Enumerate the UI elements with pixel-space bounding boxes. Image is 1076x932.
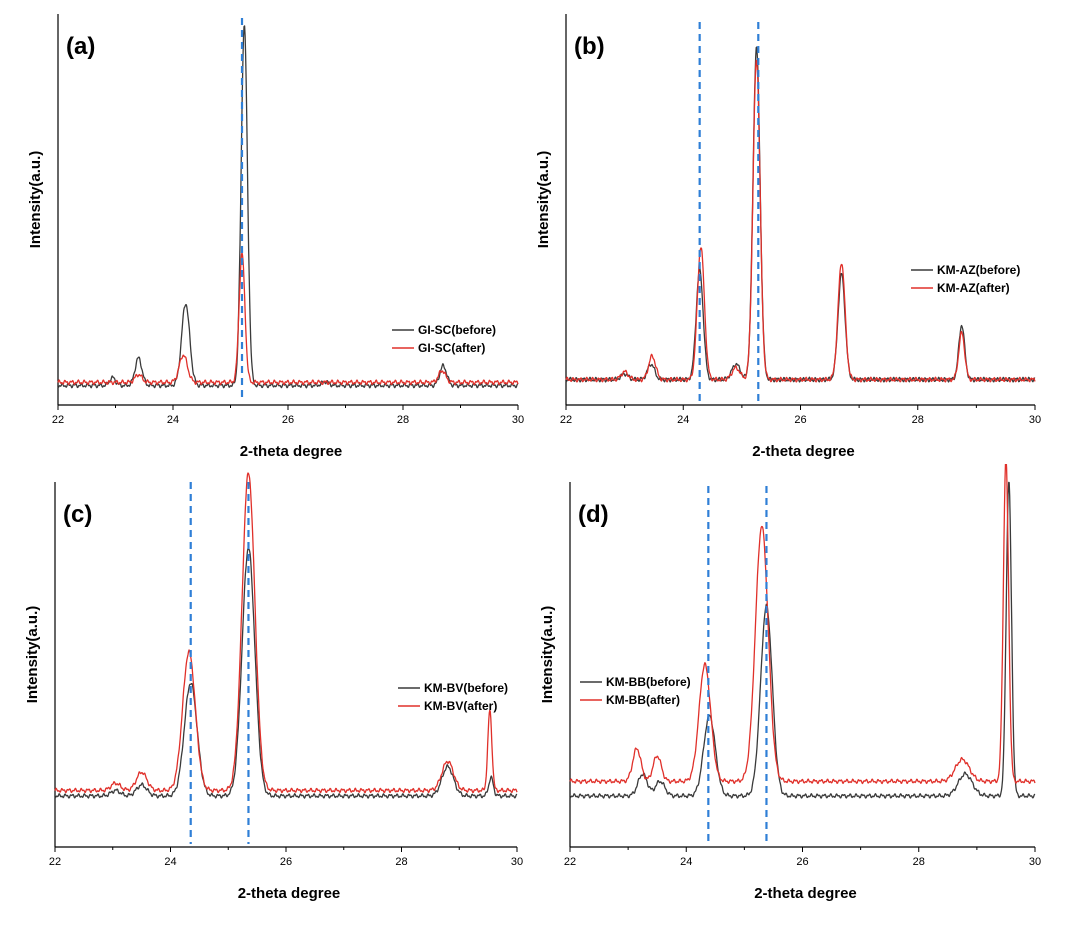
x-tick-label: 30: [511, 856, 523, 868]
x-tick-label: 26: [280, 856, 292, 868]
panel-b: 22 24 26 28 30 2-theta degree Intensity(a.u.) (…: [508, 0, 1046, 468]
x-tick-label: 28: [395, 856, 407, 868]
series-line-after: [565, 59, 1036, 383]
series-line-before: [565, 46, 1036, 383]
legend-label-after: KM-AZ(after): [937, 281, 1010, 295]
series-line-after: [57, 252, 519, 386]
y-axis-title: Intensity(a.u.): [535, 151, 552, 249]
legend-label-after: KM-BB(after): [606, 693, 680, 707]
panel-d: 22 24 26 28 30 2-theta degree Intensity(a.u.) (…: [508, 457, 1046, 927]
panel-label: (c): [63, 501, 92, 528]
x-tick-label: 22: [52, 414, 64, 426]
series-line-before: [569, 481, 1036, 799]
panel-label: (a): [66, 33, 95, 60]
x-tick-label: 24: [164, 856, 176, 868]
panel-a: 22 24 26 28 30 2-theta degree Intensity(a.u.) (…: [0, 0, 538, 468]
x-tick-label: 22: [560, 414, 572, 426]
legend-label-before: KM-AZ(before): [937, 263, 1020, 277]
x-axis-title: 2-theta degree: [752, 443, 855, 460]
series-line-before: [54, 547, 518, 799]
x-tick-label: 26: [796, 856, 808, 868]
xrd-chart-a: 22 24 26 28 30 2-theta degree Intensity(a.u.) (…: [27, 14, 524, 460]
x-tick-label: 30: [512, 414, 524, 426]
x-tick-label: 30: [1029, 856, 1041, 868]
xrd-chart-d: 22 24 26 28 30 2-theta degree Intensity(a.u.) (…: [539, 457, 1041, 902]
x-tick-label: 26: [282, 414, 294, 426]
x-axis-title: 2-theta degree: [238, 885, 341, 902]
x-tick-label: 28: [913, 856, 925, 868]
series-line-after: [569, 457, 1036, 785]
legend-label-before: KM-BV(before): [424, 681, 508, 695]
legend-label-before: KM-BB(before): [606, 675, 691, 689]
panel-label: (d): [578, 501, 609, 528]
legend-label-after: KM-BV(after): [424, 699, 497, 713]
y-axis-title: Intensity(a.u.): [27, 151, 44, 249]
panel-c: 22 24 26 28 30 2-theta degree Intensity(a.u.) (…: [0, 464, 538, 927]
x-axis-title: 2-theta degree: [240, 443, 343, 460]
xrd-chart-c: 22 24 26 28 30 2-theta degree Intensity(a.u.) (…: [24, 472, 523, 902]
x-axis-title: 2-theta degree: [754, 885, 857, 902]
x-tick-label: 24: [167, 414, 179, 426]
y-axis-title: Intensity(a.u.): [539, 606, 556, 704]
x-tick-label: 28: [912, 414, 924, 426]
x-tick-label: 26: [794, 414, 806, 426]
panel-label: (b): [574, 33, 605, 60]
xrd-chart-b: 22 24 26 28 30 2-theta degree Intensity(a.u.) (…: [535, 14, 1041, 460]
x-tick-label: 24: [680, 856, 692, 868]
series-line-after: [54, 472, 518, 794]
x-tick-label: 22: [564, 856, 576, 868]
legend-label-after: GI-SC(after): [418, 341, 485, 355]
x-tick-label: 24: [677, 414, 689, 426]
x-tick-label: 28: [397, 414, 409, 426]
x-tick-label: 30: [1029, 414, 1041, 426]
y-axis-title: Intensity(a.u.): [24, 606, 41, 704]
legend-label-before: GI-SC(before): [418, 323, 496, 337]
series-line-before: [57, 25, 519, 389]
x-tick-label: 22: [49, 856, 61, 868]
